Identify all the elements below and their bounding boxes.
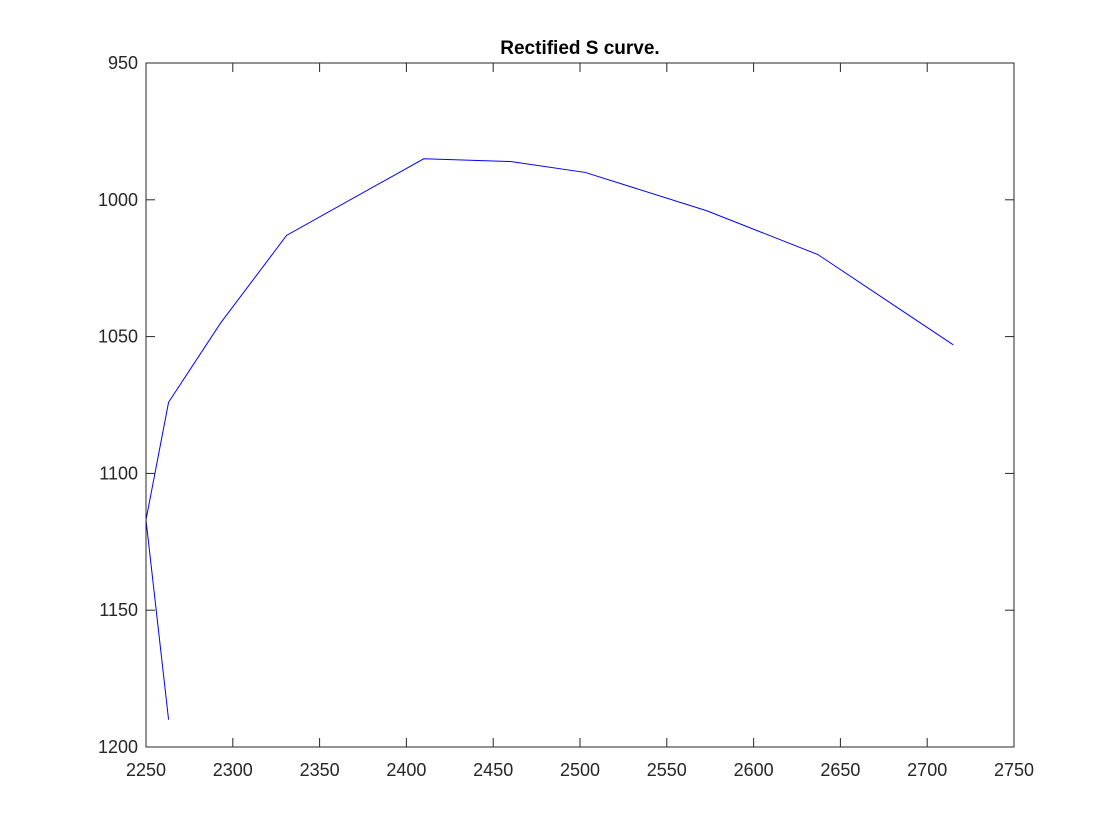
y-tick-label: 1150 — [99, 600, 138, 620]
y-tick-label: 1000 — [98, 190, 138, 210]
x-tick-label: 2300 — [213, 760, 253, 780]
y-tick-label: 1050 — [98, 327, 138, 347]
x-tick-label: 2550 — [647, 760, 687, 780]
plot-area — [146, 63, 1014, 747]
x-tick-label: 2700 — [907, 760, 947, 780]
y-tick-label: 950 — [108, 53, 138, 73]
x-tick-label: 2250 — [126, 760, 166, 780]
x-tick-label: 2400 — [386, 760, 426, 780]
y-tick-label: 1100 — [99, 463, 138, 483]
ticks-layer: 2250 2300 2350 2400 2450 2500 2550 2600 2650 2700… — [98, 53, 1034, 780]
series-layer — [145, 158, 954, 720]
x-tick-label: 2500 — [560, 760, 600, 780]
y-tick-label: 1200 — [98, 737, 138, 757]
x-tick-label: 2600 — [734, 760, 774, 780]
series-line-1 — [145, 158, 954, 720]
x-tick-label: 2750 — [994, 760, 1034, 780]
x-tick-label: 2650 — [820, 760, 860, 780]
x-tick-label: 2350 — [300, 760, 340, 780]
chart-title: Rectified S curve. — [500, 38, 659, 59]
x-tick-label: 2450 — [473, 760, 513, 780]
